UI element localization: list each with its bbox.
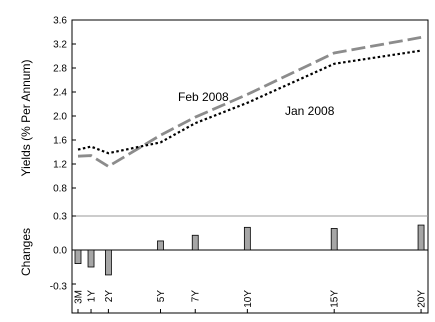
change-bars [74,224,425,276]
x-tick-label: 7Y [191,290,202,303]
x-tick-label: 20Y [417,290,428,308]
y-tick-label: -0.3 [50,282,68,293]
y-tick-label: 2.8 [53,64,67,75]
jan-2008-label: Jan 2008 [285,104,335,118]
y-tick-label: 2.4 [53,88,67,99]
y-tick-label: 2.0 [53,112,67,123]
change-bar [191,234,199,251]
y-tick-label: 1.2 [53,160,67,171]
x-tick-label: 5Y [156,290,167,303]
change-bar [74,249,82,265]
x-tick-marks [72,19,422,313]
x-tick-label: 10Y [243,290,254,308]
y-tick-label: 3.2 [53,40,67,51]
yields-axis-label: Yields (% Per Annum) [19,60,33,177]
yield-line-feb-2008 [77,36,422,169]
yield-lines [77,36,422,169]
y-tick-label: 3.6 [53,16,67,27]
y-tick-label: 1.6 [53,136,67,147]
plot-frame [71,19,429,314]
x-tick-labels: 3M 1Y 2Y 5Y 7Y 10Y 15Y 20Y [74,290,428,308]
yields-y-ticks: 3.6 3.2 2.8 2.4 2.0 1.6 1.2 0.8 [53,16,67,195]
change-bar [243,226,251,251]
change-bar [417,224,425,251]
change-bar [330,228,338,251]
changes-axis-label: Changes [19,228,33,276]
yield-line-jan-2008 [77,49,422,155]
x-tick-label: 3M [74,290,85,304]
changes-y-ticks: 0.3 0.0 -0.3 [50,212,68,293]
x-tick-label: 1Y [87,290,98,303]
change-bar [104,249,112,276]
y-tick-label: 0.0 [53,246,67,257]
change-bar [157,240,164,251]
y-tick-label: 0.8 [53,184,67,195]
x-tick-label: 2Y [104,290,115,303]
x-tick-label: 15Y [330,290,341,308]
change-bar [87,249,95,268]
feb-2008-label: Feb 2008 [178,90,229,104]
y-tick-label: 0.3 [53,212,67,223]
